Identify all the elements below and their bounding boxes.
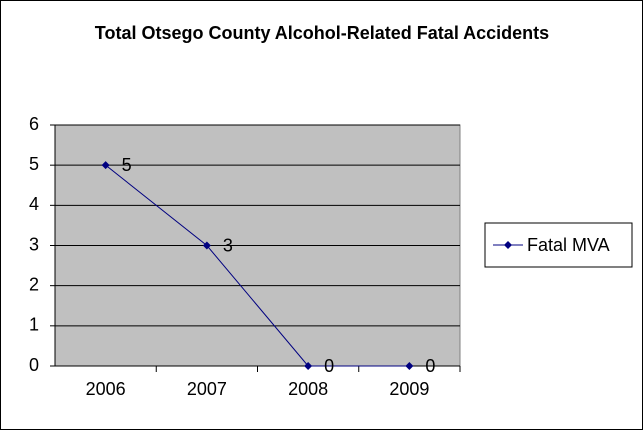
- y-tick-label: 5: [29, 154, 39, 174]
- data-point: [304, 362, 313, 370]
- legend-label: Fatal MVA: [527, 235, 610, 255]
- series-line: [105, 164, 410, 367]
- chart-title: Total Otsego County Alcohol-Related Fata…: [94, 23, 550, 43]
- data-label: 0: [425, 356, 435, 376]
- y-tick-label: 6: [29, 114, 39, 134]
- x-tick-label: 2008: [288, 379, 328, 399]
- data-label: 5: [122, 155, 132, 175]
- y-tick-label: 0: [29, 355, 39, 375]
- data-label: 3: [223, 235, 233, 255]
- data-point: [202, 241, 211, 250]
- legend-marker: [504, 241, 512, 249]
- y-tick-label: 1: [29, 315, 39, 335]
- y-tick-label: 4: [29, 194, 39, 214]
- x-tick-label: 2007: [187, 379, 227, 399]
- data-label: 0: [324, 356, 334, 376]
- y-tick-label: 3: [29, 234, 39, 254]
- y-tick-label: 2: [29, 274, 39, 294]
- x-tick-label: 2006: [86, 379, 126, 399]
- data-point: [405, 362, 414, 370]
- x-tick-label: 2009: [389, 379, 429, 399]
- data-point: [101, 161, 110, 170]
